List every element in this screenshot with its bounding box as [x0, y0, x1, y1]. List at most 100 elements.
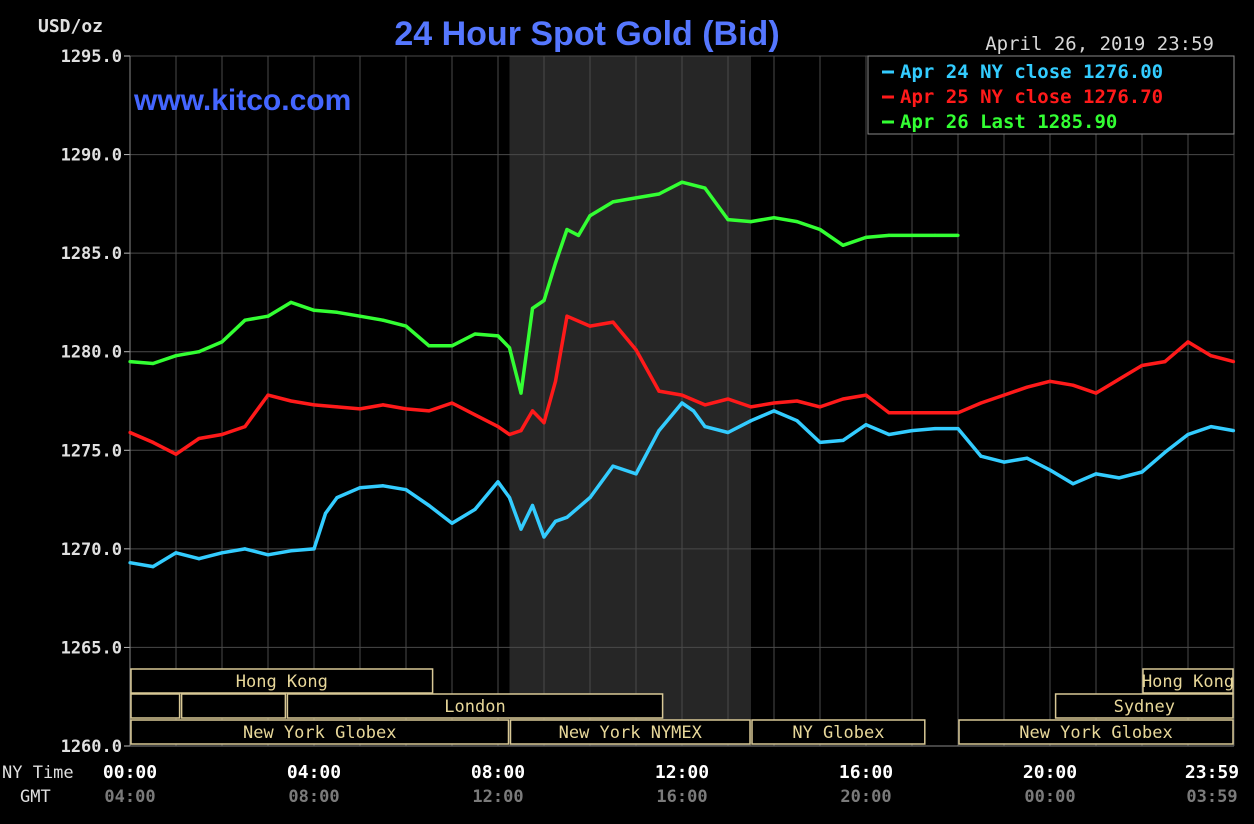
x-tick-label-gmt: 20:00	[840, 787, 891, 807]
session-label: New York NYMEX	[559, 723, 703, 743]
x-tick-label-ny: 23:59	[1185, 762, 1239, 783]
y-tick-label: 1275.0	[61, 441, 122, 461]
session-label: Hong Kong	[236, 672, 328, 692]
legend-box	[867, 55, 1235, 135]
legend: Apr 24 NY close 1276.00 Apr 25 NY close 1…	[867, 55, 1235, 135]
y-axis-unit: USD/oz	[38, 16, 103, 37]
data-point	[864, 393, 868, 397]
session-bar	[751, 719, 926, 745]
data-point	[312, 547, 316, 551]
data-point	[1186, 340, 1190, 344]
data-point	[1163, 450, 1167, 454]
data-point	[726, 397, 730, 401]
ny-time-label: NY Time	[2, 763, 74, 783]
data-point	[1071, 482, 1075, 486]
data-point	[818, 440, 822, 444]
data-point	[358, 486, 362, 490]
data-point	[335, 310, 339, 314]
data-point	[427, 503, 431, 508]
chart-title: 24 Hour Spot Gold (Bid)	[394, 15, 779, 53]
data-point	[312, 308, 316, 312]
data-point	[1094, 391, 1098, 395]
data-point	[507, 346, 512, 350]
data-point	[289, 399, 293, 403]
data-point	[289, 300, 293, 304]
data-point	[1094, 472, 1098, 476]
data-point	[530, 503, 535, 508]
data-point	[691, 409, 696, 413]
data-point	[910, 411, 914, 415]
data-point	[565, 314, 569, 318]
y-tick-label: 1260.0	[61, 737, 122, 757]
data-point	[818, 405, 822, 409]
date-label: April 26, 2019 23:59	[985, 33, 1214, 55]
data-point	[358, 314, 362, 318]
data-point	[703, 425, 707, 429]
y-tick-label: 1280.0	[61, 343, 122, 363]
data-point	[519, 429, 523, 433]
data-point	[507, 496, 512, 500]
grid-lines	[124, 55, 1235, 747]
data-point	[887, 411, 891, 415]
data-point	[1186, 432, 1190, 437]
data-point	[680, 180, 684, 184]
data-point	[243, 425, 247, 429]
data-point	[381, 318, 385, 322]
data-point	[289, 549, 293, 553]
series-line-apr-25	[129, 314, 1234, 456]
data-point	[680, 401, 684, 405]
data-point	[507, 432, 512, 437]
session-bar	[130, 693, 181, 719]
y-tick-label: 1290.0	[61, 146, 122, 166]
data-point	[1140, 363, 1144, 368]
data-point	[358, 407, 362, 411]
data-point	[1002, 460, 1006, 464]
y-tick-label: 1285.0	[61, 244, 122, 264]
session-bar	[286, 693, 664, 719]
data-point	[542, 421, 546, 425]
data-point	[611, 200, 615, 204]
y-tick-label: 1270.0	[61, 540, 122, 560]
data-point	[381, 484, 385, 488]
x-tick-label-ny: 00:00	[103, 762, 157, 783]
data-point	[772, 401, 776, 405]
data-point	[818, 227, 822, 232]
session-label: London	[444, 697, 505, 717]
x-tick-label-gmt: 16:00	[656, 787, 707, 807]
data-point	[1231, 360, 1236, 364]
data-point	[312, 403, 316, 407]
data-point	[956, 427, 960, 431]
axis-labels: 1295.0 1290.0 1285.0 1280.0 1275.0 1270.0 1265…	[61, 47, 1240, 807]
data-point	[174, 354, 178, 358]
data-point	[887, 233, 891, 237]
data-point	[657, 192, 661, 196]
data-point	[220, 432, 224, 437]
legend-entry: Apr 24 NY close 1276.00	[900, 61, 1163, 83]
data-point	[864, 423, 868, 427]
data-point	[1002, 393, 1006, 397]
session-bar	[180, 693, 287, 719]
data-point	[565, 227, 569, 232]
data-point	[404, 324, 408, 328]
data-point	[726, 218, 730, 222]
data-point	[197, 557, 201, 561]
data-point	[588, 324, 592, 328]
data-point	[220, 551, 224, 555]
data-point	[335, 496, 339, 500]
data-point	[197, 436, 201, 441]
data-point	[243, 318, 247, 322]
data-point	[1048, 468, 1052, 472]
data-point	[1025, 385, 1029, 389]
data-point	[795, 399, 799, 403]
data-point	[703, 403, 707, 407]
data-point	[680, 393, 684, 397]
x-tick-label-gmt: 00:00	[1024, 787, 1075, 807]
data-point	[266, 553, 270, 557]
data-point	[795, 419, 799, 423]
session-bar	[130, 719, 510, 745]
session-bar	[1054, 693, 1234, 719]
data-point	[128, 360, 132, 364]
data-point	[956, 411, 960, 415]
data-point	[496, 425, 500, 429]
